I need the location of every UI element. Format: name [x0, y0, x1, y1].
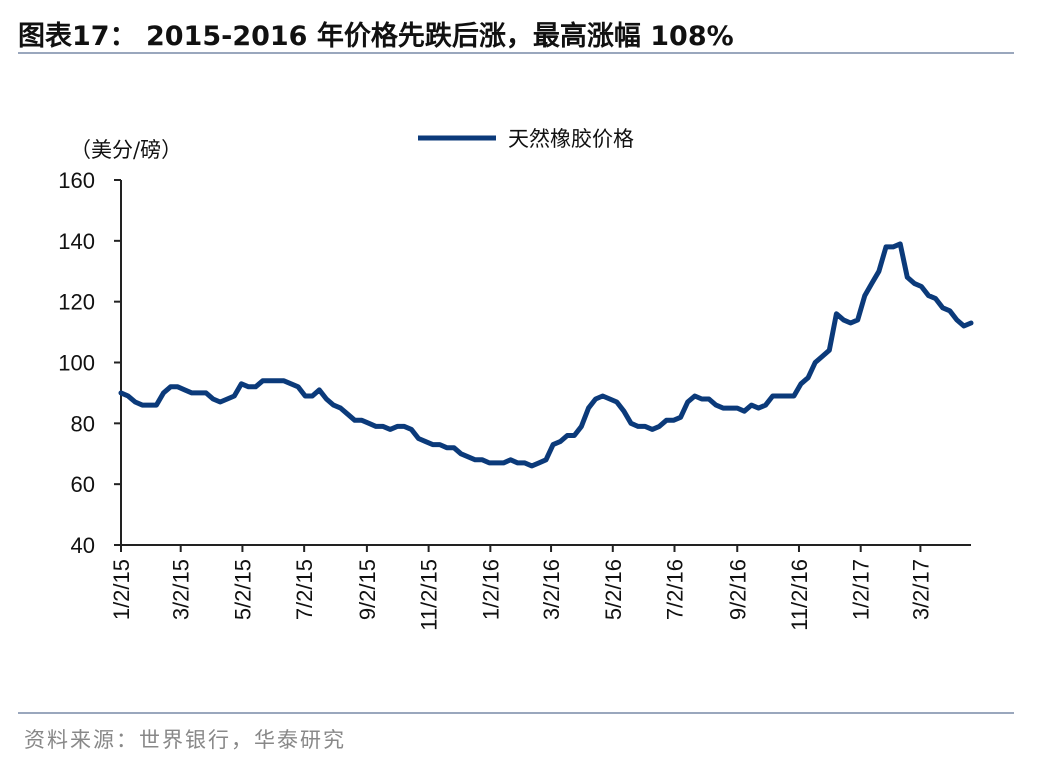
- chart-ticks: 40 60 80 100 120 140 160 1/2/15 3/2/15 5/2/15 7/2/…: [58, 168, 933, 631]
- chart-axes: [120, 180, 971, 546]
- y-tick-label: 100: [58, 351, 95, 376]
- x-tick-label: 3/2/15: [169, 559, 194, 620]
- x-tick-label: 3/2/17: [908, 559, 933, 620]
- y-tick-label: 40: [71, 533, 95, 558]
- chart-title: 图表17： 2015-2016 年价格先跌后涨，最高涨幅 108%: [18, 21, 734, 52]
- y-tick-label: 80: [71, 411, 95, 436]
- footer-rule: [18, 712, 1014, 714]
- x-tick-label: 7/2/16: [663, 559, 688, 620]
- y-unit-label: （美分/磅）: [70, 138, 182, 162]
- x-tick-label: 3/2/16: [539, 559, 564, 620]
- x-tick-label: 1/2/16: [478, 559, 503, 620]
- x-tick-label: 11/2/16: [787, 559, 812, 631]
- x-tick-label: 5/2/16: [601, 559, 626, 620]
- y-tick-label: 140: [58, 229, 95, 254]
- x-tick-label: 9/2/16: [725, 559, 750, 620]
- y-tick-label: 160: [58, 168, 95, 193]
- y-tick-label: 60: [71, 472, 95, 497]
- series-line-rubber-price: [118, 241, 974, 469]
- x-tick-label: 11/2/15: [417, 559, 442, 631]
- x-tick-label: 1/2/17: [849, 559, 874, 620]
- x-tick-label: 5/2/15: [230, 559, 255, 620]
- y-tick-label: 120: [58, 290, 95, 315]
- source-note: 资料来源：世界银行，华泰研究: [24, 728, 346, 752]
- x-tick-label: 7/2/15: [292, 559, 317, 620]
- header-rule: [18, 52, 1014, 54]
- x-tick-label: 1/2/15: [109, 559, 134, 620]
- legend-label: 天然橡胶价格: [508, 127, 634, 151]
- x-tick-label: 9/2/15: [355, 559, 380, 620]
